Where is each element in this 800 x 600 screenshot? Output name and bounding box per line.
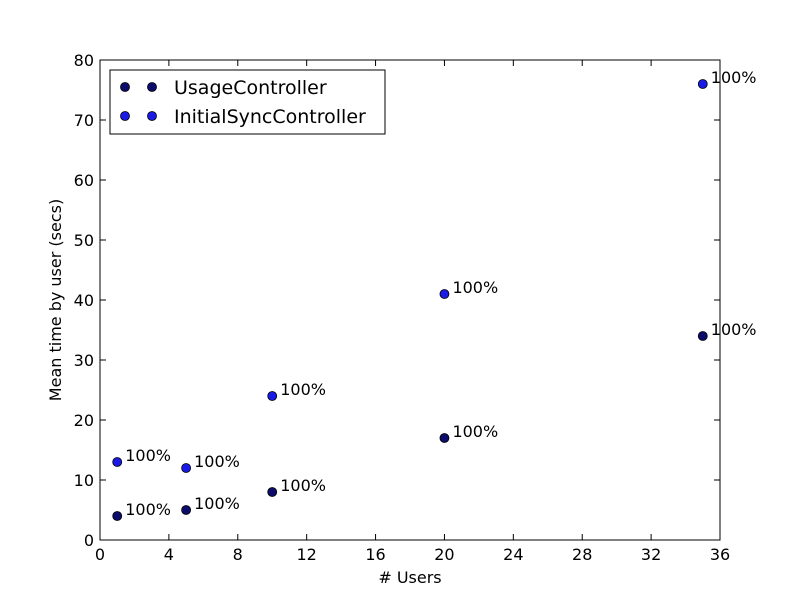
y-tick-label: 40 <box>74 291 94 310</box>
y-tick-label: 50 <box>74 231 94 250</box>
data-label: 100% <box>452 422 498 441</box>
x-tick-label: 20 <box>434 545 454 564</box>
data-point <box>439 289 450 299</box>
data-point <box>112 511 123 521</box>
data-label: 100% <box>711 68 757 87</box>
data-label: 100% <box>280 380 326 399</box>
legend-marker <box>120 111 130 121</box>
x-tick-label: 4 <box>164 545 174 564</box>
x-tick-label: 16 <box>365 545 385 564</box>
x-tick-label: 8 <box>233 545 243 564</box>
y-tick-label: 70 <box>74 111 94 130</box>
data-point <box>267 487 278 497</box>
data-label: 100% <box>194 494 240 513</box>
y-tick-label: 20 <box>74 411 94 430</box>
legend-marker <box>120 82 130 92</box>
legend-label: InitialSyncController <box>174 106 366 128</box>
data-label: 100% <box>280 476 326 495</box>
x-tick-label: 32 <box>641 545 661 564</box>
x-axis-label: # Users <box>378 568 441 587</box>
data-point <box>267 391 278 401</box>
y-tick-label: 30 <box>74 351 94 370</box>
data-label: 100% <box>125 446 171 465</box>
legend-box <box>109 69 386 135</box>
x-tick-label: 36 <box>710 545 730 564</box>
x-tick-label: 24 <box>503 545 523 564</box>
x-tick-label: 28 <box>572 545 592 564</box>
series-InitialSyncController: 100% 100% 100% 100% 100% <box>112 68 757 473</box>
legend-entry: InitialSyncController <box>120 106 366 128</box>
y-axis: 0 10 20 30 40 50 60 70 80 <box>74 51 720 550</box>
x-tick-label: 0 <box>95 545 105 564</box>
x-tick-label: 12 <box>296 545 316 564</box>
data-point <box>439 433 450 443</box>
data-point <box>112 457 123 467</box>
data-point <box>697 79 708 89</box>
legend: UsageController InitialSyncController <box>109 69 386 135</box>
x-axis: 0 4 8 12 16 20 24 28 32 36 <box>95 60 730 564</box>
data-label: 100% <box>711 320 757 339</box>
legend-marker <box>147 82 157 92</box>
plot-area <box>99 59 721 541</box>
y-tick-label: 0 <box>84 531 94 550</box>
legend-marker <box>147 111 157 121</box>
y-axis-label: Mean time by user (secs) <box>46 199 65 401</box>
data-points: 100% 100% 100% 100% 100% 100% 100% 100% 100% 100% <box>112 68 757 521</box>
data-label: 100% <box>452 278 498 297</box>
data-point <box>697 331 708 341</box>
y-tick-label: 60 <box>74 171 94 190</box>
legend-label: UsageController <box>174 77 327 99</box>
plot-frame <box>99 59 721 541</box>
data-label: 100% <box>125 500 171 519</box>
data-point <box>181 463 192 473</box>
y-tick-label: 80 <box>74 51 94 70</box>
series-UsageController: 100% 100% 100% 100% 100% <box>112 320 757 521</box>
legend-entry: UsageController <box>120 77 327 99</box>
data-point <box>181 505 192 515</box>
data-label: 100% <box>194 452 240 471</box>
y-tick-label: 10 <box>74 471 94 490</box>
